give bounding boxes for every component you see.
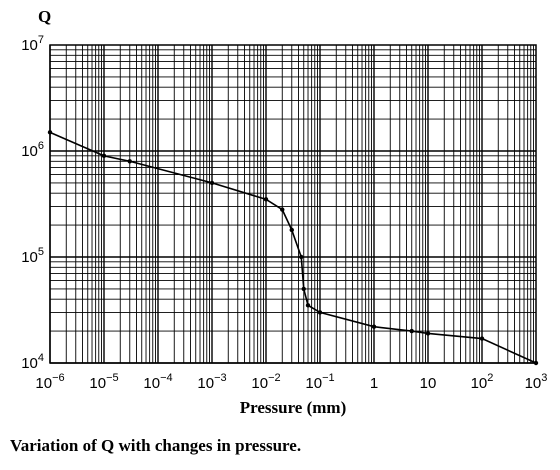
data-point	[533, 360, 539, 366]
x-tick-label: 10−4	[143, 372, 172, 392]
data-point	[209, 180, 215, 186]
data-point	[263, 197, 269, 202]
x-tick-label: 10−3	[197, 372, 226, 392]
data-point	[127, 159, 132, 164]
data-point	[305, 303, 311, 308]
y-tick-labels: 104 105 106 107	[21, 34, 44, 372]
data-point	[425, 331, 431, 336]
figure-caption: Variation of Q with changes in pressure.	[10, 436, 302, 455]
x-axis-label: Pressure (mm)	[240, 398, 347, 417]
x-tick-label: 10−1	[305, 372, 334, 392]
plot-background	[50, 45, 536, 363]
data-point	[317, 310, 323, 315]
y-tick-label: 106	[21, 140, 44, 160]
data-point	[280, 207, 285, 212]
x-tick-label: 1	[370, 375, 378, 392]
data-point	[299, 254, 304, 260]
x-tick-label: 10−6	[35, 372, 64, 392]
series-line	[49, 131, 537, 364]
plot-frame	[49, 44, 537, 364]
y-tick-label: 104	[21, 352, 44, 372]
data-point	[409, 328, 414, 334]
data-point	[101, 153, 107, 159]
data-point	[301, 286, 306, 292]
x-tick-label: 10−5	[89, 372, 118, 392]
data-point	[47, 130, 53, 135]
data-point	[479, 336, 485, 341]
x-tick-labels: 10−6 10−5 10−4 10−3 10−2 10−1 1 10 102 103	[35, 372, 547, 392]
x-tick-label: 10−2	[251, 372, 280, 392]
x-tick-label: 102	[471, 372, 494, 392]
y-tick-label: 105	[21, 246, 44, 266]
x-tick-label: 10	[420, 375, 437, 392]
data-point	[289, 227, 294, 233]
x-tick-label: 103	[525, 372, 548, 392]
y-tick-label: 107	[21, 34, 44, 54]
grid	[49, 45, 536, 364]
data-point	[371, 324, 377, 329]
series-group	[47, 130, 539, 366]
y-axis-label: Q	[38, 7, 51, 26]
